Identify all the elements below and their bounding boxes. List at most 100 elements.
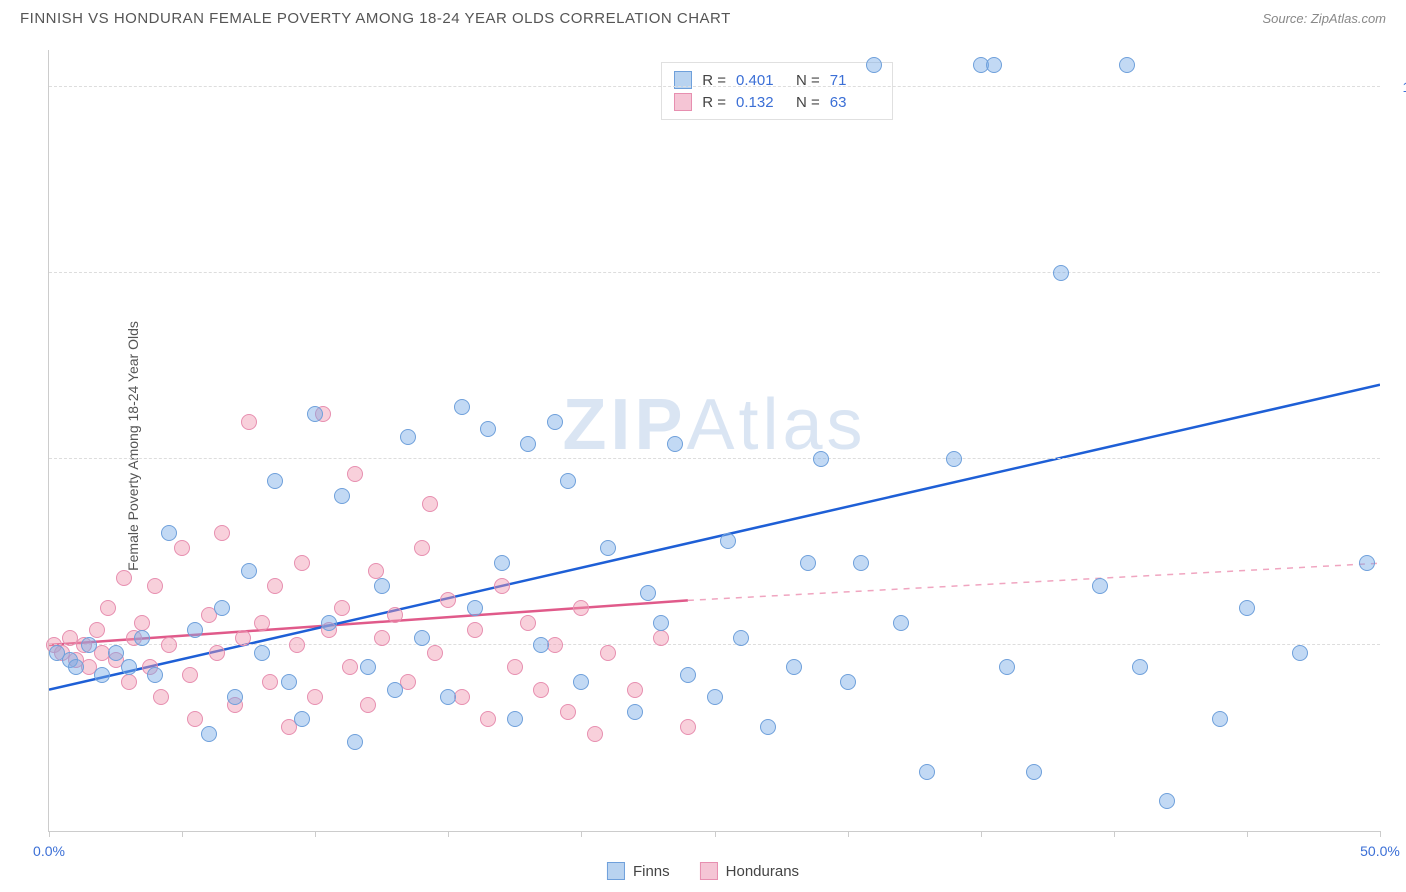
finns-point (68, 659, 84, 675)
hondurans-point (187, 711, 203, 727)
hondurans-point (147, 578, 163, 594)
hondurans-point (289, 637, 305, 653)
finns-point (999, 659, 1015, 675)
hondurans-point (342, 659, 358, 675)
finns-point (1026, 764, 1042, 780)
hondurans-point (235, 630, 251, 646)
hondurans-point (600, 645, 616, 661)
finns-point (321, 615, 337, 631)
stats-row-finns: R = 0.401 N = 71 (674, 69, 880, 91)
hondurans-point (414, 540, 430, 556)
finns-point (667, 436, 683, 452)
hondurans-point (480, 711, 496, 727)
hondurans-point (560, 704, 576, 720)
finns-point (201, 726, 217, 742)
hondurans-point (89, 622, 105, 638)
finns-point (1132, 659, 1148, 675)
hondurans-point (214, 525, 230, 541)
hondurans-point (427, 645, 443, 661)
hondurans-point (241, 414, 257, 430)
finns-point (573, 674, 589, 690)
y-tick-label: 75.0% (1390, 265, 1406, 281)
finns-point (241, 563, 257, 579)
source-label: Source: ZipAtlas.com (1262, 11, 1386, 26)
finns-point (414, 630, 430, 646)
hondurans-point (422, 496, 438, 512)
finns-point (680, 667, 696, 683)
x-tick (448, 831, 449, 837)
finns-point (893, 615, 909, 631)
finns-point (387, 682, 403, 698)
x-tick (581, 831, 582, 837)
finns-point (1092, 578, 1108, 594)
y-tick-label: 100.0% (1390, 79, 1406, 95)
x-tick (1247, 831, 1248, 837)
hondurans-point (347, 466, 363, 482)
hondurans-point (467, 622, 483, 638)
finns-point (760, 719, 776, 735)
finns-point (720, 533, 736, 549)
hondurans-point (161, 637, 177, 653)
hondurans-point (374, 630, 390, 646)
x-tick (1380, 831, 1381, 837)
hondurans-point (267, 578, 283, 594)
finns-point (520, 436, 536, 452)
hondurans-point (182, 667, 198, 683)
hondurans-point (680, 719, 696, 735)
legend-item-finns: Finns (607, 862, 670, 880)
finns-point (121, 659, 137, 675)
stats-legend-box: R = 0.401 N = 71 R = 0.132 N = 63 (661, 62, 893, 120)
finns-point (454, 399, 470, 415)
finns-point (853, 555, 869, 571)
finns-point (187, 622, 203, 638)
finns-point (866, 57, 882, 73)
finns-point (480, 421, 496, 437)
finns-point (494, 555, 510, 571)
finns-point (600, 540, 616, 556)
finns-point (254, 645, 270, 661)
y-tick-label: 50.0% (1390, 451, 1406, 467)
finns-point (733, 630, 749, 646)
x-tick (981, 831, 982, 837)
hondurans-point (134, 615, 150, 631)
swatch-finns (607, 862, 625, 880)
x-tick (49, 831, 50, 837)
finns-point (800, 555, 816, 571)
finns-point (707, 689, 723, 705)
hondurans-point (573, 600, 589, 616)
x-tick-label: 50.0% (1360, 843, 1400, 859)
finns-point (294, 711, 310, 727)
finns-point (786, 659, 802, 675)
finns-point (840, 674, 856, 690)
finns-point (334, 488, 350, 504)
hondurans-point (307, 689, 323, 705)
hondurans-point (520, 615, 536, 631)
x-tick (315, 831, 316, 837)
hondurans-point (254, 615, 270, 631)
hondurans-point (360, 697, 376, 713)
hondurans-point (153, 689, 169, 705)
chart-title: FINNISH VS HONDURAN FEMALE POVERTY AMONG… (20, 10, 731, 27)
hondurans-point (121, 674, 137, 690)
finns-point (986, 57, 1002, 73)
x-tick (1114, 831, 1115, 837)
swatch-hondurans (674, 93, 692, 111)
hondurans-point (294, 555, 310, 571)
hondurans-point (440, 592, 456, 608)
x-tick (182, 831, 183, 837)
finns-point (547, 414, 563, 430)
finns-point (81, 637, 97, 653)
finns-point (1159, 793, 1175, 809)
finns-point (1119, 57, 1135, 73)
finns-point (640, 585, 656, 601)
trend-lines (49, 50, 1380, 831)
hondurans-point (334, 600, 350, 616)
x-tick (848, 831, 849, 837)
legend-item-hondurans: Hondurans (700, 862, 799, 880)
hondurans-point (653, 630, 669, 646)
hondurans-point (533, 682, 549, 698)
finns-point (147, 667, 163, 683)
finns-point (227, 689, 243, 705)
finns-point (533, 637, 549, 653)
finns-point (360, 659, 376, 675)
